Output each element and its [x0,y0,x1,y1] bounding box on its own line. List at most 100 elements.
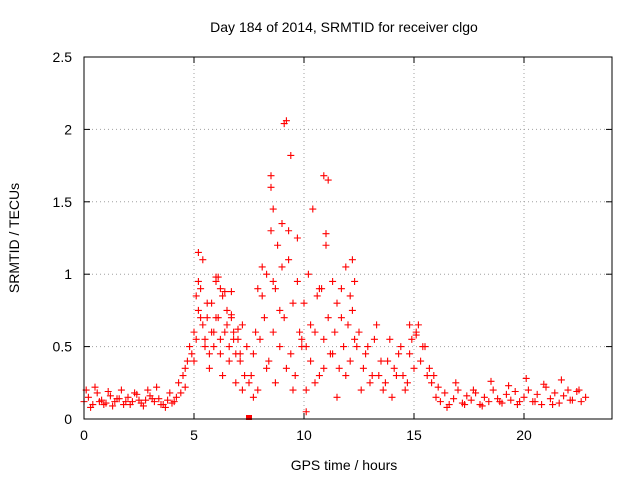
data-point [289,386,297,394]
axes: 0 5 10 15 20 0 0.5 1 1.5 2 2.5 [53,49,612,443]
data-point [212,314,220,322]
data-point [377,357,385,365]
data-point [280,314,288,322]
data-point [351,277,359,285]
data-point [564,386,572,394]
x-tick-label: 15 [406,427,422,443]
data-point [258,263,266,271]
data-point [161,403,169,411]
data-point [287,151,295,159]
data-point [236,357,244,365]
data-point [109,402,117,410]
data-point [324,314,332,322]
data-point [285,256,293,264]
data-point [300,299,308,307]
data-point [216,285,224,293]
data-point [238,386,246,394]
data-point [406,321,414,329]
data-point [289,299,297,307]
data-point [428,379,436,387]
data-point [91,383,99,391]
data-point [243,343,251,351]
x-axis-label: GPS time / hours [291,457,398,473]
data-point [302,408,310,416]
data-point [353,343,361,351]
data-point [575,386,583,394]
data-point [401,386,409,394]
data-point [502,390,510,398]
data-point [219,292,227,300]
data-point [302,343,310,351]
data-point [282,364,290,372]
data-point [436,398,444,406]
data-point [337,285,345,293]
data-point [117,386,125,394]
data-point [194,248,202,256]
data-point [142,396,150,404]
data-point [443,403,451,411]
data-point [412,331,420,339]
data-point [84,393,92,401]
data-point [271,285,279,293]
data-point [357,386,365,394]
data-point [227,311,235,319]
x-tick-label: 5 [190,427,198,443]
data-point [538,401,546,409]
data-point [291,372,299,380]
data-point [148,395,156,403]
data-point [271,379,279,387]
data-point [315,285,323,293]
data-point [254,386,262,394]
data-point [329,277,337,285]
data-point [368,372,376,380]
y-tick-label: 1 [64,266,72,282]
data-point [340,343,348,351]
data-point [265,357,273,365]
y-axis-label: SRMTID / TECUs [6,183,22,293]
data-point [201,335,209,343]
data-point [249,393,257,401]
data-point [551,389,559,397]
data-point [267,172,275,180]
data-point [230,335,238,343]
data-point [241,372,249,380]
data-point [170,398,178,406]
data-point [219,372,227,380]
data-point [208,328,216,336]
data-point [304,270,312,278]
data-point [274,241,282,249]
data-point [432,393,440,401]
data-point [267,227,275,235]
data-point [238,321,246,329]
data-point [183,357,191,365]
data-point [390,364,398,372]
data-point [210,343,218,351]
data-point [309,205,317,213]
data-point [144,386,152,394]
data-point [408,335,416,343]
data-point [203,299,211,307]
data-point [175,379,183,387]
data-point [197,285,205,293]
data-point [269,205,277,213]
data-points [80,117,590,420]
data-point [302,386,310,394]
data-point [155,395,163,403]
data-point [337,314,345,322]
data-point [276,343,284,351]
plot-frame [83,56,613,420]
data-point [293,277,301,285]
data-point [194,277,202,285]
data-point [520,393,528,401]
data-point [487,377,495,385]
data-point [410,364,418,372]
data-point [322,230,330,238]
data-point [329,350,337,358]
data-point [269,277,277,285]
data-point [533,390,541,398]
data-point [285,227,293,235]
x-tick-label: 0 [80,427,88,443]
data-point [258,292,266,300]
data-point [223,306,231,314]
